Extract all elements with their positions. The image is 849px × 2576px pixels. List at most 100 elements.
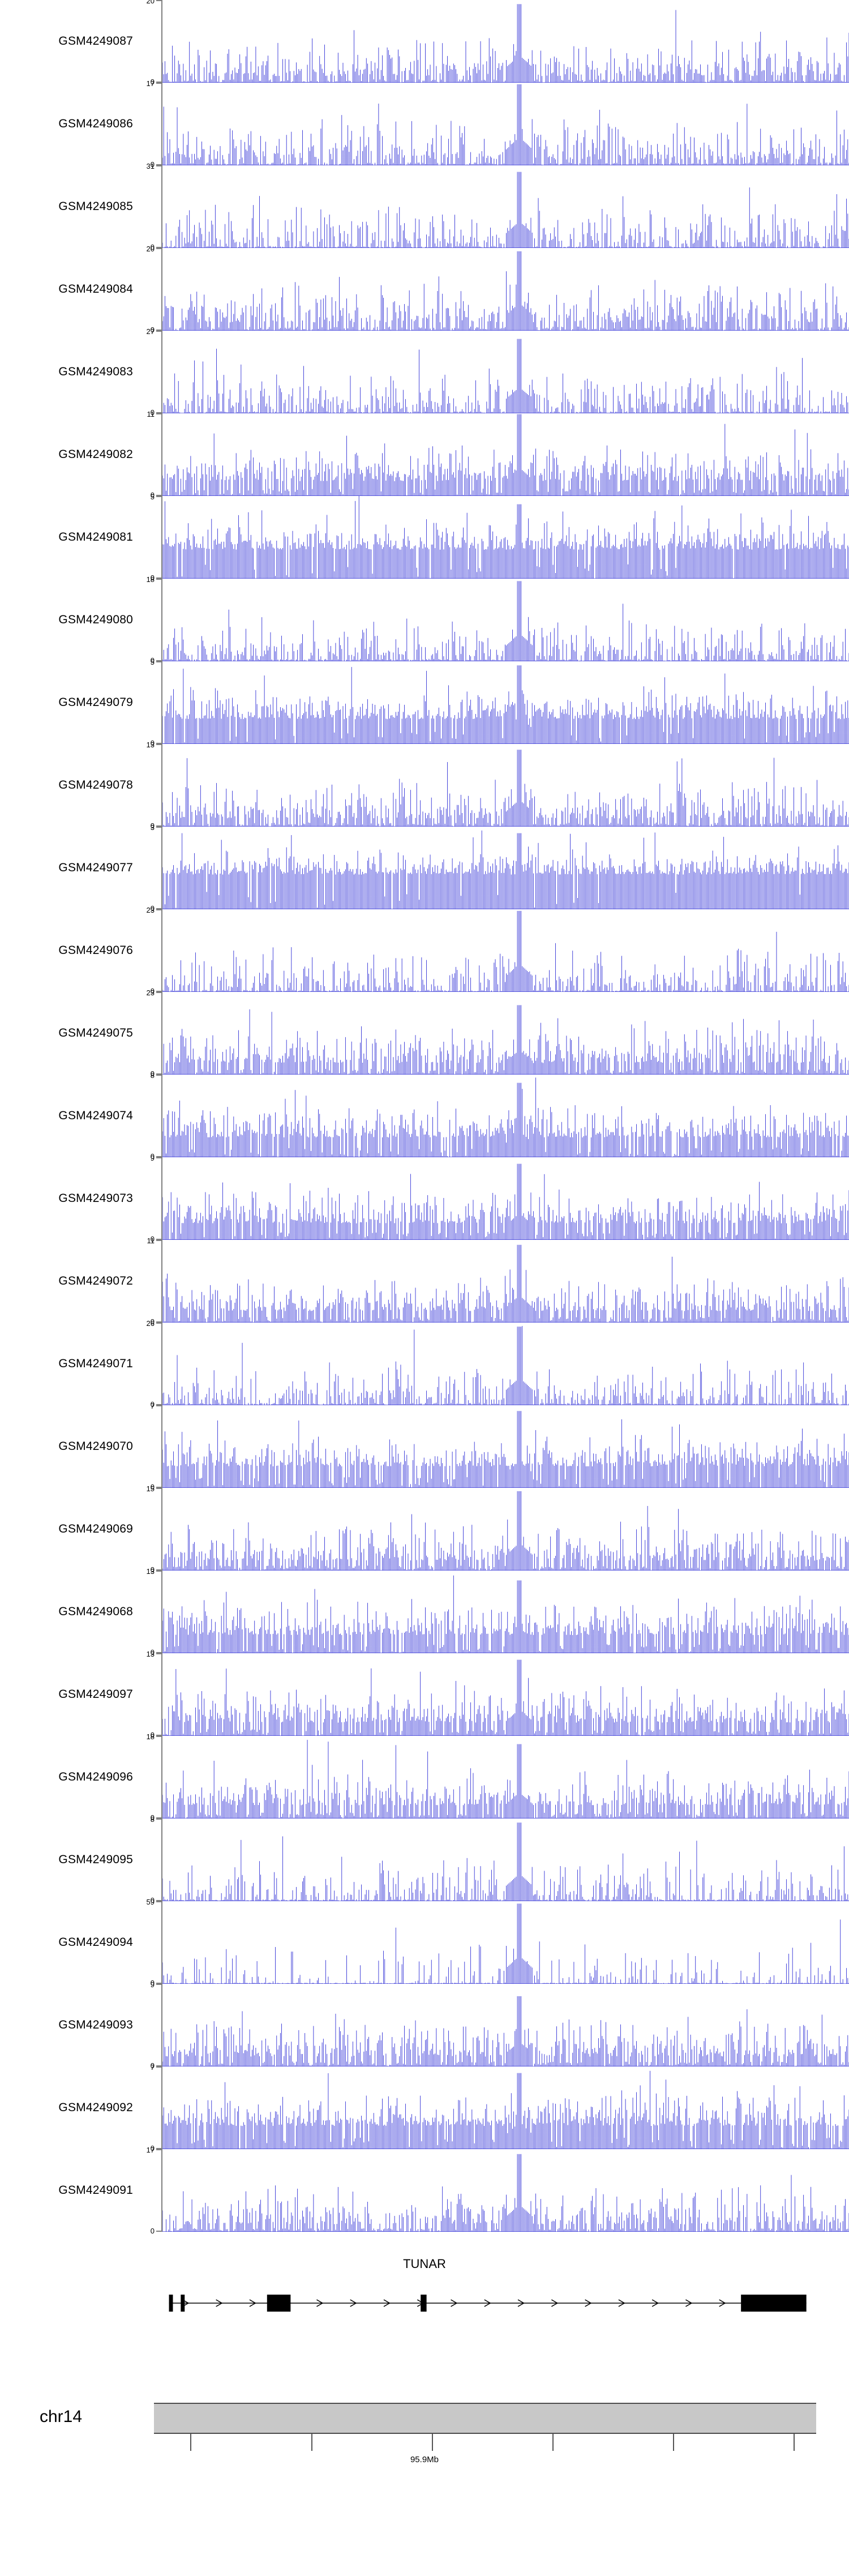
axis-tick-bottom: [156, 2231, 162, 2232]
coverage-track: GSM4249076 23 0: [0, 906, 849, 995]
coverage-track: GSM4249075 23 0: [0, 989, 849, 1077]
coverage-plot[interactable]: [162, 909, 849, 992]
coverage-plot[interactable]: [162, 661, 849, 744]
track-label-col: GSM4249097: [0, 1653, 139, 1736]
coverage-plot[interactable]: [162, 827, 849, 909]
track-sample-label: GSM4249084: [58, 283, 133, 296]
chromosome-tick: [432, 2434, 434, 2451]
coverage-track: GSM4249070 7 0: [0, 1402, 849, 1491]
axis-tick-top: [156, 992, 162, 993]
axis-line: [161, 1571, 162, 1653]
track-label-col: GSM4249083: [0, 331, 139, 413]
axis-tick-top: [156, 413, 162, 414]
chromosome-axis-track: chr14 95.9Mb: [0, 2400, 849, 2514]
axis-tick-bottom: [156, 1487, 162, 1488]
axis-min-label: 0: [150, 243, 155, 251]
axis-max-label: 3: [150, 823, 155, 832]
axis-max-label: 18: [146, 1732, 155, 1741]
track-label-col: GSM4249072: [0, 1240, 139, 1323]
axis-max-label: 9: [150, 1154, 155, 1162]
coverage-track: GSM4249072 11 0: [0, 1237, 849, 1326]
track-label-col: GSM4249082: [0, 413, 139, 496]
coverage-plot[interactable]: [162, 579, 849, 661]
coverage-plot[interactable]: [162, 496, 849, 579]
track-sample-label: GSM4249092: [58, 2101, 133, 2114]
axis-max-label: 26: [146, 1319, 155, 1328]
axis-max-label: 23: [146, 989, 155, 997]
coverage-plot[interactable]: [162, 1901, 849, 1984]
track-y-axis: 11 0: [139, 410, 162, 499]
track-label-col: GSM4249078: [0, 744, 139, 827]
axis-max-label: 5: [150, 493, 155, 501]
axis-tick-bottom: [156, 1569, 162, 1571]
coverage-track: GSM4249086 17 0: [0, 80, 849, 168]
axis-line: [161, 1157, 162, 1240]
coverage-track: GSM4249079 5 0: [0, 658, 849, 747]
coverage-track: GSM4249095 8 0: [0, 1816, 849, 1904]
axis-tick-top: [156, 1653, 162, 1654]
axis-line: [161, 2149, 162, 2232]
coverage-track: GSM4249074 8 0: [0, 1072, 849, 1160]
chromosome-ideogram-bar[interactable]: [154, 2403, 816, 2434]
coverage-plot[interactable]: [162, 1157, 849, 1240]
coverage-plot[interactable]: [162, 413, 849, 496]
coverage-plot[interactable]: [162, 1818, 849, 1901]
coverage-plot[interactable]: [162, 1736, 849, 1818]
coverage-plot[interactable]: [162, 248, 849, 331]
axis-tick-bottom: [156, 330, 162, 331]
coverage-plot[interactable]: [162, 2149, 849, 2232]
coverage-plot[interactable]: [162, 992, 849, 1075]
coverage-plot[interactable]: [162, 83, 849, 165]
axis-tick-top: [156, 1075, 162, 1076]
track-sample-label: GSM4249087: [58, 35, 133, 48]
coverage-plot[interactable]: [162, 1323, 849, 1405]
chromosome-tick: [552, 2434, 554, 2451]
axis-min-label: 0: [150, 574, 155, 582]
track-label-col: GSM4249068: [0, 1571, 139, 1653]
track-y-axis: 17 0: [139, 2146, 162, 2235]
axis-max-label: 20: [146, 0, 155, 5]
axis-min-label: 0: [150, 1317, 155, 1326]
track-sample-label: GSM4249077: [58, 861, 133, 874]
axis-min-label: 0: [150, 904, 155, 913]
axis-tick-bottom: [156, 1983, 162, 1984]
axis-min-label: 0: [150, 1565, 155, 1574]
track-y-axis: 20 0: [139, 245, 162, 333]
coverage-plot[interactable]: [162, 331, 849, 413]
axis-tick-bottom: [156, 660, 162, 661]
coverage-plot[interactable]: [162, 0, 849, 83]
coverage-plot[interactable]: [162, 1240, 849, 1323]
axis-min-label: 0: [150, 491, 155, 499]
axis-tick-top: [156, 661, 162, 662]
axis-tick-top: [156, 331, 162, 332]
coverage-plot[interactable]: [162, 1653, 849, 1736]
axis-tick-bottom: [156, 1156, 162, 1157]
track-sample-label: GSM4249082: [58, 448, 133, 461]
axis-min-label: 0: [150, 656, 155, 665]
track-sample-label: GSM4249094: [58, 1936, 133, 1949]
axis-tick-top: [156, 1405, 162, 1406]
axis-line: [161, 1240, 162, 1323]
track-sample-label: GSM4249096: [58, 1770, 133, 1783]
axis-line: [161, 165, 162, 248]
coverage-plot[interactable]: [162, 165, 849, 248]
track-y-axis: 23 0: [139, 906, 162, 995]
coverage-plot[interactable]: [162, 744, 849, 827]
track-label-col: GSM4249093: [0, 1984, 139, 2066]
axis-max-label: 31: [146, 162, 155, 170]
axis-line: [161, 1653, 162, 1736]
coverage-plot[interactable]: [162, 1405, 849, 1488]
axis-tick-bottom: [156, 2148, 162, 2149]
coverage-plot[interactable]: [162, 1984, 849, 2066]
coverage-track: GSM4249083 27 0: [0, 328, 849, 416]
axis-tick-top: [156, 1571, 162, 1572]
coverage-plot[interactable]: [162, 2066, 849, 2149]
coverage-plot[interactable]: [162, 1571, 849, 1653]
coverage-plot[interactable]: [162, 1488, 849, 1571]
chromosome-tick: [794, 2434, 795, 2451]
gene-model-diagram[interactable]: [162, 2286, 816, 2320]
coverage-plot[interactable]: [162, 1075, 849, 1157]
